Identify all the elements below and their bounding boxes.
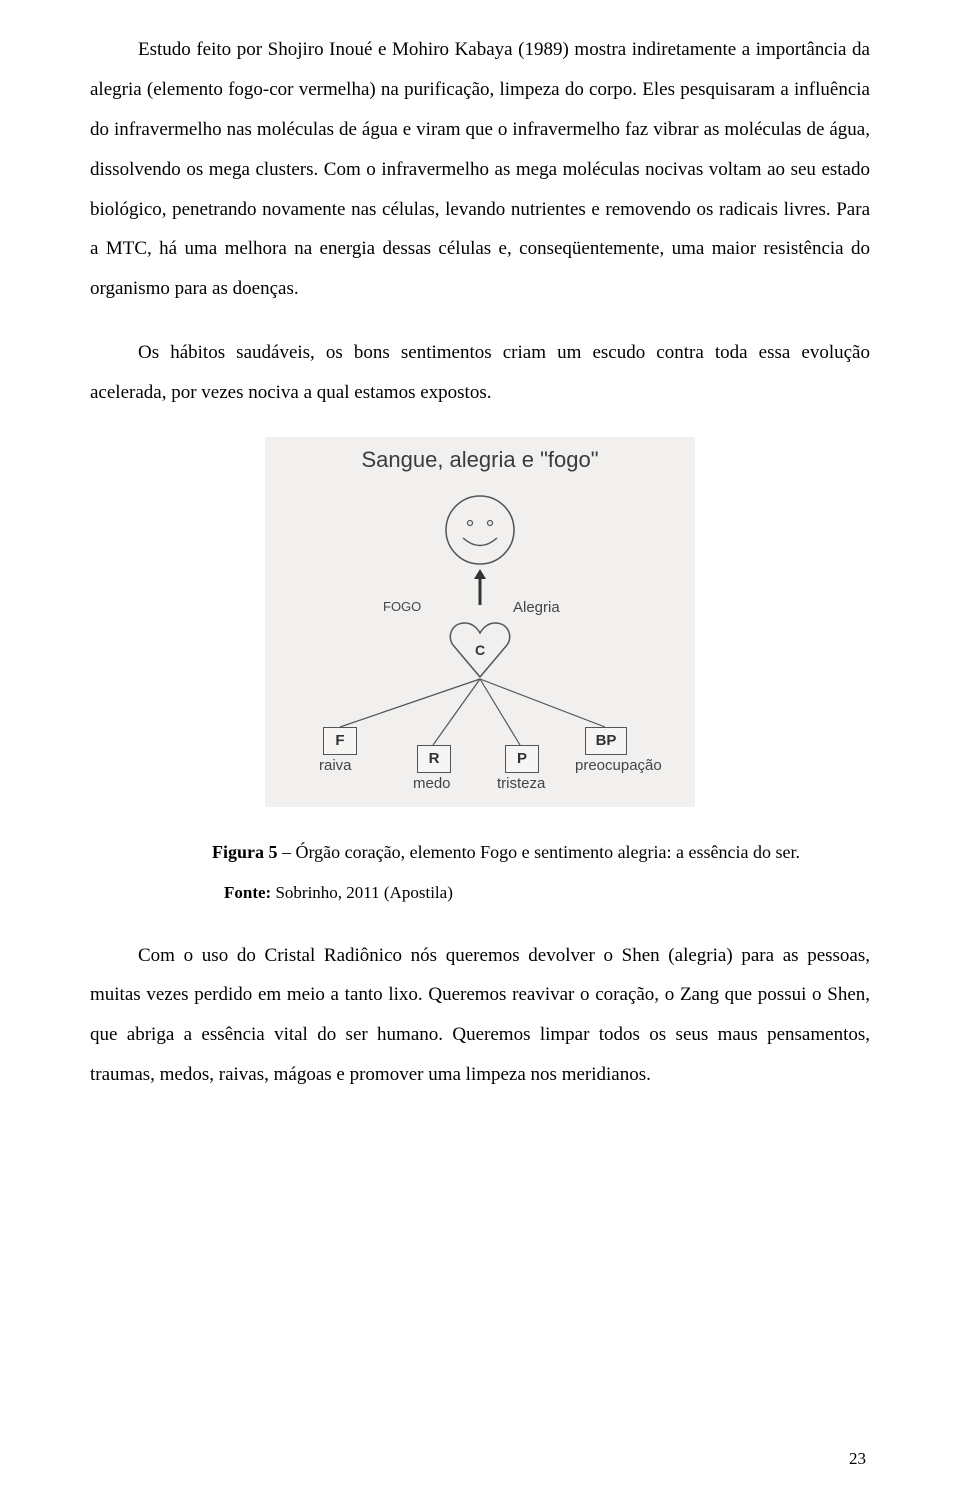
source-text: Sobrinho, 2011 (Apostila) xyxy=(271,883,453,902)
label-tristeza: tristeza xyxy=(497,775,545,792)
paragraph-2-text: Os hábitos saudáveis, os bons sentimento… xyxy=(90,342,870,403)
node-r: R xyxy=(417,745,451,773)
smiley-face-icon xyxy=(443,493,517,567)
figure-source: Fonte: Sobrinho, 2011 (Apostila) xyxy=(224,877,870,909)
figure-diagram: Sangue, alegria e "fogo" FOGO Alegria C xyxy=(265,437,695,807)
caption-text: – Órgão coração, elemento Fogo e sentime… xyxy=(278,842,800,862)
paragraph-1-text: Estudo feito por Shojiro Inoué e Mohiro … xyxy=(90,39,870,299)
node-f: F xyxy=(323,727,357,755)
paragraph-3-text: Com o uso do Cristal Radiônico nós quere… xyxy=(90,945,870,1086)
label-medo: medo xyxy=(413,775,451,792)
page-container: Estudo feito por Shojiro Inoué e Mohiro … xyxy=(0,0,960,1487)
heart-letter: C xyxy=(475,642,485,658)
paragraph-1: Estudo feito por Shojiro Inoué e Mohiro … xyxy=(90,30,870,309)
label-preocupacao: preocupação xyxy=(575,757,662,774)
source-label: Fonte: xyxy=(224,883,271,902)
figure-title: Sangue, alegria e "fogo" xyxy=(265,447,695,473)
label-fogo: FOGO xyxy=(383,599,421,614)
figure-wrapper: Sangue, alegria e "fogo" FOGO Alegria C xyxy=(90,437,870,807)
page-number: 23 xyxy=(849,1449,866,1469)
paragraph-2: Os hábitos saudáveis, os bons sentimento… xyxy=(90,333,870,413)
paragraph-3: Com o uso do Cristal Radiônico nós quere… xyxy=(90,936,870,1096)
node-bp: BP xyxy=(585,727,627,755)
label-alegria: Alegria xyxy=(513,599,560,616)
label-raiva: raiva xyxy=(319,757,352,774)
node-p: P xyxy=(505,745,539,773)
caption-label: Figura 5 xyxy=(212,842,278,862)
arrow-up-icon xyxy=(470,569,490,607)
figure-caption: Figura 5 – Órgão coração, elemento Fogo … xyxy=(212,835,870,869)
